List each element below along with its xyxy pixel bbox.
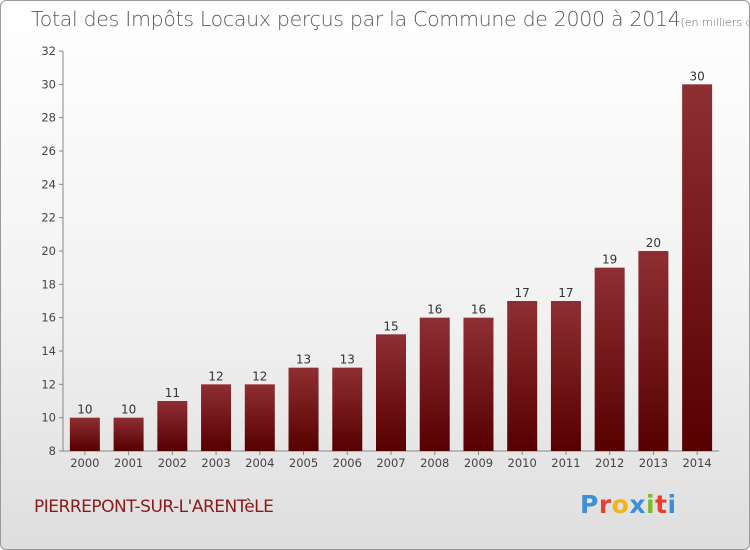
y-tick-label: 26 [41, 144, 56, 158]
x-tick-label: 2007 [376, 456, 405, 470]
bar-2001 [113, 417, 144, 451]
y-tick-label: 22 [41, 211, 56, 225]
y-tick-label: 14 [41, 344, 56, 358]
bar-2002 [157, 401, 188, 451]
x-tick-label: 2011 [551, 456, 580, 470]
logo-letter: t [655, 490, 668, 519]
data-label-2006: 13 [340, 353, 355, 367]
y-tick-label: 30 [41, 77, 56, 91]
logo-letter: P [580, 490, 599, 519]
chart-title: Total des Impôts Locaux perçus par la Co… [31, 7, 749, 31]
x-tick-label: 2003 [201, 456, 230, 470]
x-tick-label: 2012 [595, 456, 624, 470]
y-tick-label: 32 [41, 44, 56, 58]
data-label-2010: 17 [515, 286, 530, 300]
chart-unit: (en milliers d'€) [680, 16, 749, 29]
y-tick-label: 28 [41, 111, 56, 125]
bar-2010 [507, 301, 538, 451]
y-tick-label: 16 [41, 311, 56, 325]
y-tick-label: 10 [41, 411, 56, 425]
data-label-2014: 30 [689, 69, 704, 83]
x-tick-label: 2005 [289, 456, 318, 470]
bar-2004 [244, 384, 275, 451]
proxiti-logo[interactable]: Proxiti [580, 490, 677, 519]
data-label-2004: 12 [252, 369, 267, 383]
logo-letter: i [667, 490, 677, 519]
data-label-2007: 15 [383, 319, 398, 333]
y-axis: 8 10 12 14 16 18 20 22 24 26 28 30 32 [41, 44, 64, 458]
data-label-2000: 10 [77, 403, 92, 417]
bar-2013 [638, 251, 669, 451]
logo-letter: o [611, 490, 630, 519]
data-label-2002: 11 [165, 386, 180, 400]
bar-2012 [594, 267, 625, 451]
chart-title-text: Total des Impôts Locaux perçus par la Co… [31, 7, 681, 31]
data-label-2012: 19 [602, 253, 617, 267]
bar-2011 [550, 301, 581, 451]
bar-2009 [463, 317, 494, 451]
bar-2007 [376, 334, 406, 451]
commune-name: PIERREPONT-SUR-L'ARENTèLE [34, 497, 274, 517]
x-tick-label: 2002 [158, 456, 187, 470]
bar-2014 [682, 84, 713, 451]
x-axis: 2000 2001 2002 2003 2004 2005 2006 2007 2008 2009… [63, 450, 719, 470]
bar-2008 [419, 317, 450, 451]
logo-letter: i [646, 490, 656, 519]
x-tick-label: 2001 [114, 456, 143, 470]
y-tick-label: 8 [49, 444, 56, 458]
y-tick-label: 24 [41, 177, 56, 191]
data-label-2001: 10 [121, 403, 136, 417]
y-tick-label: 12 [41, 377, 56, 391]
data-label-2003: 12 [208, 369, 223, 383]
data-label-2011: 17 [558, 286, 573, 300]
y-tick-label: 18 [41, 277, 56, 291]
bar-2006 [332, 367, 363, 451]
x-tick-label: 2000 [70, 456, 99, 470]
data-label-2013: 20 [646, 236, 661, 250]
y-tick-label: 20 [41, 244, 56, 258]
logo-letter: r [598, 490, 612, 519]
x-tick-label: 2013 [639, 456, 668, 470]
x-tick-label: 2009 [464, 456, 493, 470]
bar-2005 [288, 367, 319, 451]
x-tick-label: 2014 [682, 456, 711, 470]
data-label-2008: 16 [427, 303, 442, 317]
x-tick-label: 2008 [420, 456, 449, 470]
data-label-2009: 16 [471, 303, 486, 317]
x-tick-label: 2006 [333, 456, 362, 470]
x-tick-label: 2010 [508, 456, 537, 470]
data-label-2005: 13 [296, 353, 311, 367]
x-tick-label: 2004 [245, 456, 274, 470]
bar-2003 [201, 384, 232, 451]
logo-letter: x [629, 490, 646, 519]
bars: 10 10 11 12 12 13 13 15 16 16 17 17 19 20 30 [69, 69, 713, 451]
bar-2000 [69, 417, 100, 451]
